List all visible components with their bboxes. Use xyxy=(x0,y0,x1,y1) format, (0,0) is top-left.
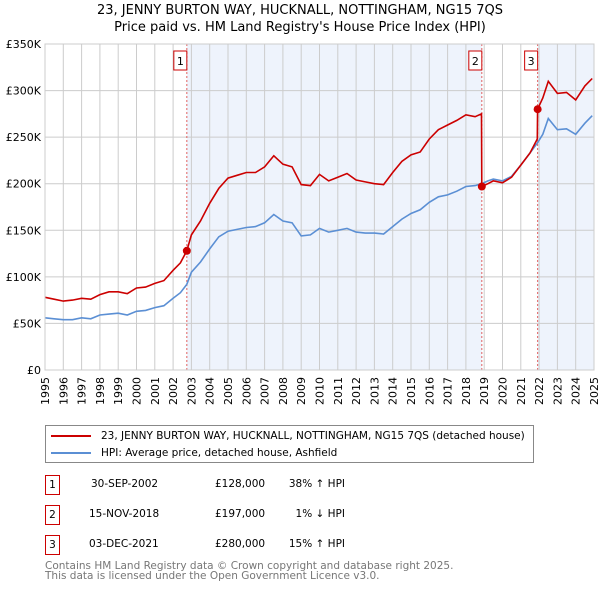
sale-point xyxy=(533,105,542,114)
legend-item-price: 23, JENNY BURTON WAY, HUCKNALL, NOTTINGH… xyxy=(46,428,525,444)
legend-swatch-hpi xyxy=(51,452,91,454)
legend: 23, JENNY BURTON WAY, HUCKNALL, NOTTINGH… xyxy=(45,425,534,463)
y-tick-label: £200K xyxy=(6,178,42,191)
x-tick-label: 2006 xyxy=(240,377,253,405)
x-tick-label: 2024 xyxy=(570,377,583,405)
x-tick-label: 2004 xyxy=(204,377,217,405)
x-tick-label: 2020 xyxy=(497,377,510,405)
shaded-period xyxy=(186,44,482,370)
x-tick-label: 2011 xyxy=(332,377,345,405)
legend-item-hpi: HPI: Average price, detached house, Ashf… xyxy=(46,445,337,461)
legend-swatch-price xyxy=(51,435,91,437)
x-tick-label: 2021 xyxy=(515,377,528,405)
x-tick-label: 1998 xyxy=(94,377,107,405)
transaction-delta: 38% ↑ HPI xyxy=(288,478,345,490)
x-tick-label: 2003 xyxy=(185,377,198,405)
y-tick-label: £350K xyxy=(6,38,42,51)
shaded-period xyxy=(537,44,594,370)
x-tick-label: 2016 xyxy=(423,377,436,405)
x-tick-label: 2013 xyxy=(368,377,381,405)
transaction-price: £280,000 xyxy=(215,538,266,550)
x-tick-label: 2023 xyxy=(551,377,564,405)
chart-subtitle: Price paid vs. HM Land Registry's House … xyxy=(114,20,486,35)
sale-marker-label: 2 xyxy=(472,55,479,68)
y-tick-label: £100K xyxy=(6,271,42,284)
x-tick-label: 2015 xyxy=(405,377,418,405)
x-tick-label: 2019 xyxy=(478,377,491,405)
y-tick-label: £150K xyxy=(6,224,42,237)
y-tick-label: £300K xyxy=(6,85,42,98)
x-tick-label: 2022 xyxy=(533,377,546,405)
y-tick-label: £0 xyxy=(27,364,41,377)
x-tick-label: 2018 xyxy=(460,377,473,405)
x-tick-label: 2001 xyxy=(149,377,162,405)
x-tick-label: 2007 xyxy=(259,377,272,405)
x-tick-label: 2025 xyxy=(588,377,600,405)
footer: Contains HM Land Registry data © Crown c… xyxy=(45,560,454,582)
legend-label-hpi: HPI: Average price, detached house, Ashf… xyxy=(101,447,338,459)
transaction-number: 3 xyxy=(45,535,60,555)
transaction-row: 1 30-SEP-2002 £128,000 38% ↑ HPI xyxy=(45,475,445,495)
sale-marker-box xyxy=(468,50,483,71)
footer-licence: This data is licensed under the Open Gov… xyxy=(45,570,380,582)
transaction-number: 2 xyxy=(45,505,60,525)
y-tick-label: £250K xyxy=(6,131,42,144)
x-tick-label: 2005 xyxy=(222,377,235,405)
transaction-price: £128,000 xyxy=(215,478,266,490)
x-tick-label: 2009 xyxy=(295,377,308,405)
x-tick-label: 1996 xyxy=(57,377,70,405)
x-tick-label: 2008 xyxy=(277,377,290,405)
x-tick-label: 2014 xyxy=(387,377,400,405)
legend-label-price: 23, JENNY BURTON WAY, HUCKNALL, NOTTINGH… xyxy=(101,430,525,442)
x-tick-label: 2010 xyxy=(314,377,327,405)
sale-marker-box xyxy=(173,50,188,71)
x-tick-label: 2012 xyxy=(350,377,363,405)
footer-copyright: Contains HM Land Registry data © Crown c… xyxy=(45,560,454,572)
transaction-date: 30-SEP-2002 xyxy=(91,478,159,490)
plot-border xyxy=(44,43,595,371)
transaction-date: 15-NOV-2018 xyxy=(89,508,160,520)
price-paid-line xyxy=(44,77,593,302)
transaction-price: £197,000 xyxy=(215,508,266,520)
x-tick-label: 2017 xyxy=(442,377,455,405)
x-tick-label: 1999 xyxy=(112,377,125,405)
sale-marker-label: 1 xyxy=(177,55,184,68)
transaction-delta: 15% ↑ HPI xyxy=(288,538,345,550)
x-tick-label: 1997 xyxy=(76,377,89,405)
transaction-delta: 1% ↓ HPI xyxy=(295,508,345,520)
sale-marker-box xyxy=(524,50,539,71)
transaction-date: 03-DEC-2021 xyxy=(89,538,159,550)
sale-marker-label: 3 xyxy=(528,55,535,68)
price-chart: 1995 1996 1997 1998 1999 2000 2001 2002 2003 2004… xyxy=(6,38,600,405)
hpi-line xyxy=(44,115,593,321)
sale-point xyxy=(477,182,486,191)
y-tick-label: £50K xyxy=(13,317,42,330)
chart-title: 23, JENNY BURTON WAY, HUCKNALL, NOTTINGH… xyxy=(96,3,504,18)
sale-point xyxy=(182,246,191,255)
x-tick-label: 1995 xyxy=(39,377,52,405)
transaction-row: 2 15-NOV-2018 £197,000 1% ↓ HPI xyxy=(45,505,445,525)
x-tick-label: 2002 xyxy=(167,377,180,405)
transaction-row: 3 03-DEC-2021 £280,000 15% ↑ HPI xyxy=(45,535,445,555)
x-tick-label: 2000 xyxy=(131,377,144,405)
transaction-number: 1 xyxy=(45,475,60,495)
